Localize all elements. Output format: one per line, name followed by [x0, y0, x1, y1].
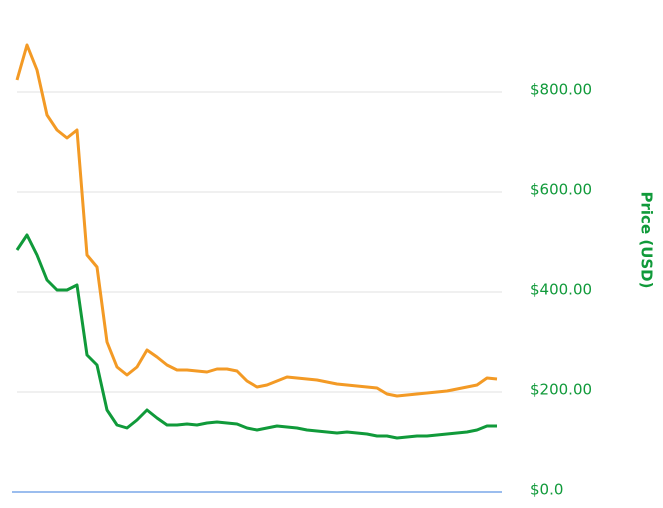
- y-tick-label: $600.00: [530, 181, 592, 199]
- y-tick-label: $0.0: [530, 481, 563, 499]
- price-line: [15, 43, 498, 398]
- y-tick-label: $800.00: [530, 81, 592, 99]
- y-tick-label: $400.00: [530, 281, 592, 299]
- price-line: [15, 233, 497, 440]
- y-axis-label: Price (USD): [638, 192, 656, 289]
- y-tick-label: $200.00: [530, 381, 592, 399]
